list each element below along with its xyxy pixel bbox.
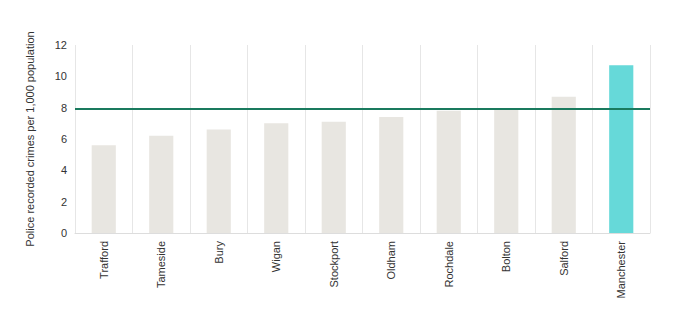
svg-text:Bury: Bury (213, 241, 225, 264)
svg-text:Police recorded crimes per 1,0: Police recorded crimes per 1,000 populat… (24, 31, 36, 246)
svg-text:Bolton: Bolton (500, 241, 512, 272)
svg-text:6: 6 (61, 133, 67, 145)
svg-text:2: 2 (61, 196, 67, 208)
svg-text:Stockport: Stockport (328, 241, 340, 287)
svg-text:Tameside: Tameside (155, 241, 167, 288)
svg-text:0: 0 (61, 227, 67, 239)
svg-text:Trafford: Trafford (98, 241, 110, 279)
svg-text:10: 10 (55, 70, 67, 82)
svg-text:Rochdale: Rochdale (443, 241, 455, 287)
svg-text:12: 12 (55, 39, 67, 51)
svg-text:Oldham: Oldham (385, 241, 397, 280)
svg-text:8: 8 (61, 102, 67, 114)
svg-text:Salford: Salford (558, 241, 570, 276)
svg-text:4: 4 (61, 164, 67, 176)
svg-text:Wigan: Wigan (270, 241, 282, 272)
svg-text:Manchester: Manchester (615, 241, 627, 299)
